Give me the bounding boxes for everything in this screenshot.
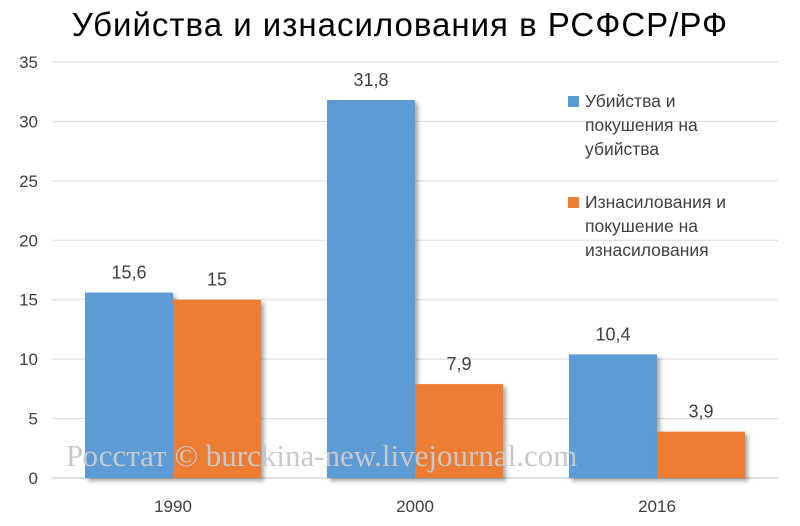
legend-label: изнасилования xyxy=(585,240,709,260)
y-tick-label: 25 xyxy=(19,172,38,191)
x-tick-label: 1990 xyxy=(154,497,192,516)
legend-label: убийства xyxy=(585,139,659,159)
y-tick-label: 35 xyxy=(19,53,38,72)
data-label: 31,8 xyxy=(353,70,388,90)
x-tick-label: 2016 xyxy=(638,497,676,516)
bar xyxy=(657,431,745,478)
data-labels: 15,6 15 31,8 7,9 10,4 3,9 xyxy=(111,70,713,422)
legend-swatch xyxy=(568,96,579,107)
data-label: 3,9 xyxy=(688,402,713,422)
y-axis-ticks: 0 5 10 15 20 25 30 35 xyxy=(19,53,38,488)
x-tick-label: 2000 xyxy=(396,497,434,516)
legend-label: Изнасилования и xyxy=(585,192,726,212)
legend-label: покушения на xyxy=(585,115,698,135)
bars xyxy=(85,100,745,478)
bar xyxy=(85,292,173,478)
legend: Убийства и покушения на убийства Изнасилова… xyxy=(568,91,726,260)
data-label: 15 xyxy=(207,270,227,290)
chart-title: Убийства и изнасилования в РСФСР/РФ xyxy=(71,6,729,43)
bar xyxy=(415,384,503,478)
y-tick-label: 0 xyxy=(29,469,38,488)
bar xyxy=(173,299,261,478)
watermark: Росстат © burckina-new.livejournal.com xyxy=(66,438,577,473)
x-axis-ticks: 1990 2000 2016 xyxy=(154,497,676,516)
y-tick-label: 15 xyxy=(19,291,38,310)
legend-label: Убийства и xyxy=(585,91,676,111)
bar xyxy=(327,100,415,478)
data-label: 10,4 xyxy=(595,324,630,344)
y-tick-label: 10 xyxy=(19,350,38,369)
data-label: 7,9 xyxy=(446,354,471,374)
y-tick-label: 20 xyxy=(19,231,38,250)
data-label: 15,6 xyxy=(111,263,146,283)
y-tick-label: 5 xyxy=(29,410,38,429)
legend-label: покушение на xyxy=(585,216,698,236)
bar xyxy=(569,354,657,478)
legend-swatch xyxy=(568,197,579,208)
y-tick-label: 30 xyxy=(19,112,38,131)
